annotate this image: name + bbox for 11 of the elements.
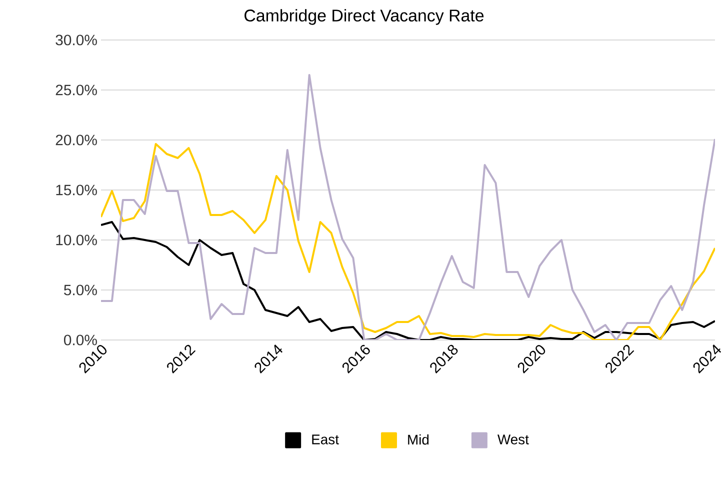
- chart-title: Cambridge Direct Vacancy Rate: [244, 9, 484, 25]
- y-tick-label: 0.0%: [64, 334, 97, 346]
- y-tick-label: 30.0%: [56, 34, 97, 46]
- y-tick-label: 5.0%: [64, 284, 97, 296]
- y-tick-label: 25.0%: [56, 84, 97, 96]
- y-tick-label: 10.0%: [56, 234, 97, 246]
- legend-label: East: [312, 434, 339, 444]
- y-tick-label: 20.0%: [56, 134, 97, 146]
- legend-label: West: [497, 434, 529, 444]
- y-tick-label: 15.0%: [56, 184, 97, 196]
- legend-label: Mid: [408, 434, 429, 445]
